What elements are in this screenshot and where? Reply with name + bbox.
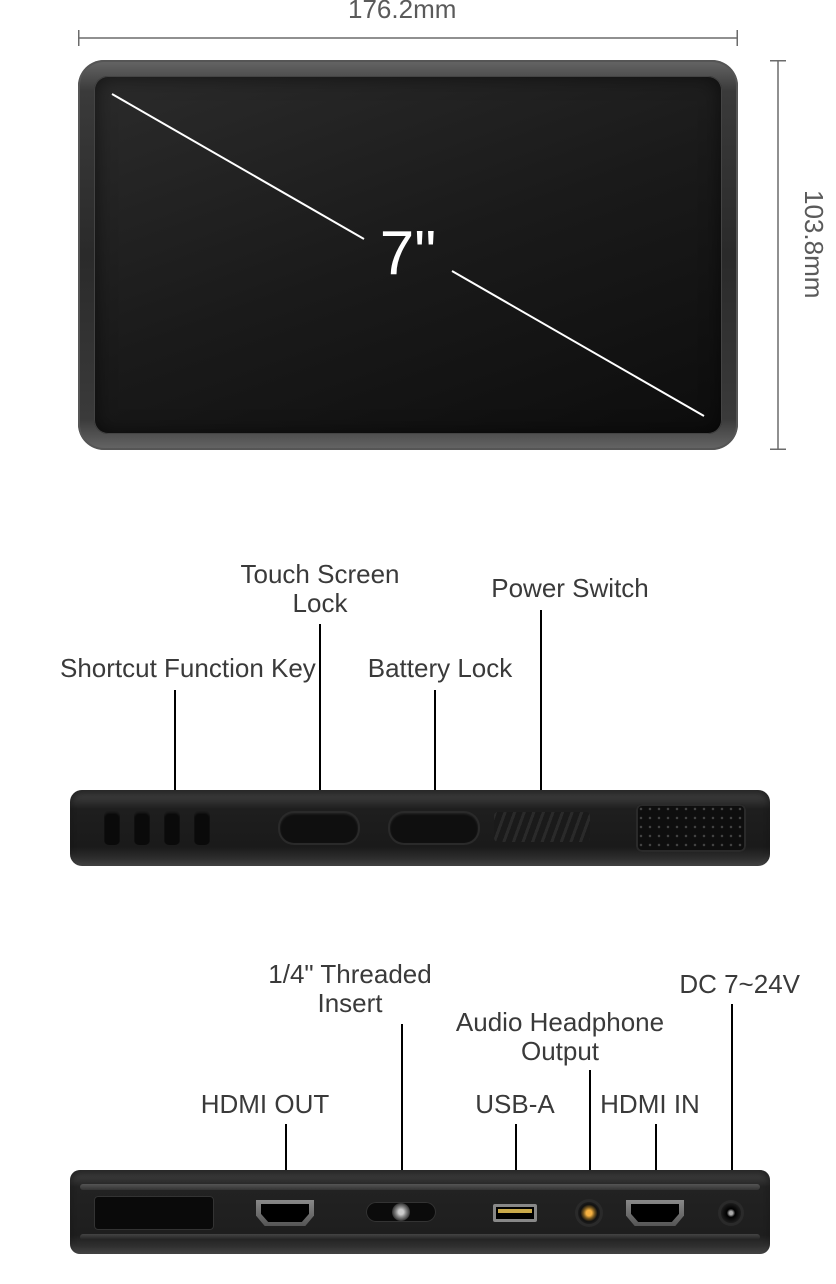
monitor-screen: 7" xyxy=(94,76,722,434)
power-switch-label: Power Switch xyxy=(470,574,670,603)
monitor-front: 7" xyxy=(78,60,738,450)
usb-a-label: USB-A xyxy=(460,1090,570,1119)
audio-jack xyxy=(578,1202,600,1224)
touch-lock-label: Touch Screen Lock xyxy=(230,560,410,617)
top-edge-view: Touch Screen Lock Power Switch Shortcut … xyxy=(70,560,770,880)
hdmi-in-port xyxy=(626,1200,684,1226)
thread-insert-label: 1/4" Threaded Insert xyxy=(250,960,450,1017)
battery-lock-label: Battery Lock xyxy=(350,654,530,683)
dc-label: DC 7~24V xyxy=(630,970,800,999)
speaker-grille xyxy=(636,804,746,852)
label-sticker xyxy=(94,1196,214,1230)
shortcut-key-label: Shortcut Function Key xyxy=(60,654,340,683)
width-dimension-label: 176.2mm xyxy=(348,0,456,25)
top-edge-bar xyxy=(70,790,770,866)
port-edge-bar xyxy=(70,1170,770,1254)
diagonal-size-label: 7" xyxy=(380,218,437,289)
dc-jack xyxy=(721,1203,741,1223)
audio-label: Audio Headphone Output xyxy=(440,1008,680,1065)
hdmi-in-label: HDMI IN xyxy=(590,1090,710,1119)
hdmi-out-port xyxy=(256,1200,314,1226)
callout-line xyxy=(540,610,542,810)
battery-lock xyxy=(390,813,478,843)
port-edge-view: 1/4" Threaded Insert DC 7~24V Audio Head… xyxy=(70,970,770,1270)
height-dimension-line xyxy=(768,60,788,450)
usb-a-port xyxy=(493,1204,537,1222)
front-view: 176.2mm 103.8mm 7" xyxy=(78,0,820,460)
height-dimension-label: 103.8mm xyxy=(798,190,829,298)
touch-screen-lock xyxy=(280,813,358,843)
callout-line xyxy=(319,624,321,810)
power-switch xyxy=(494,812,590,842)
width-dimension-line xyxy=(78,28,738,48)
shortcut-function-keys xyxy=(104,810,244,846)
hdmi-out-label: HDMI OUT xyxy=(190,1090,340,1119)
thread-insert xyxy=(366,1202,436,1222)
